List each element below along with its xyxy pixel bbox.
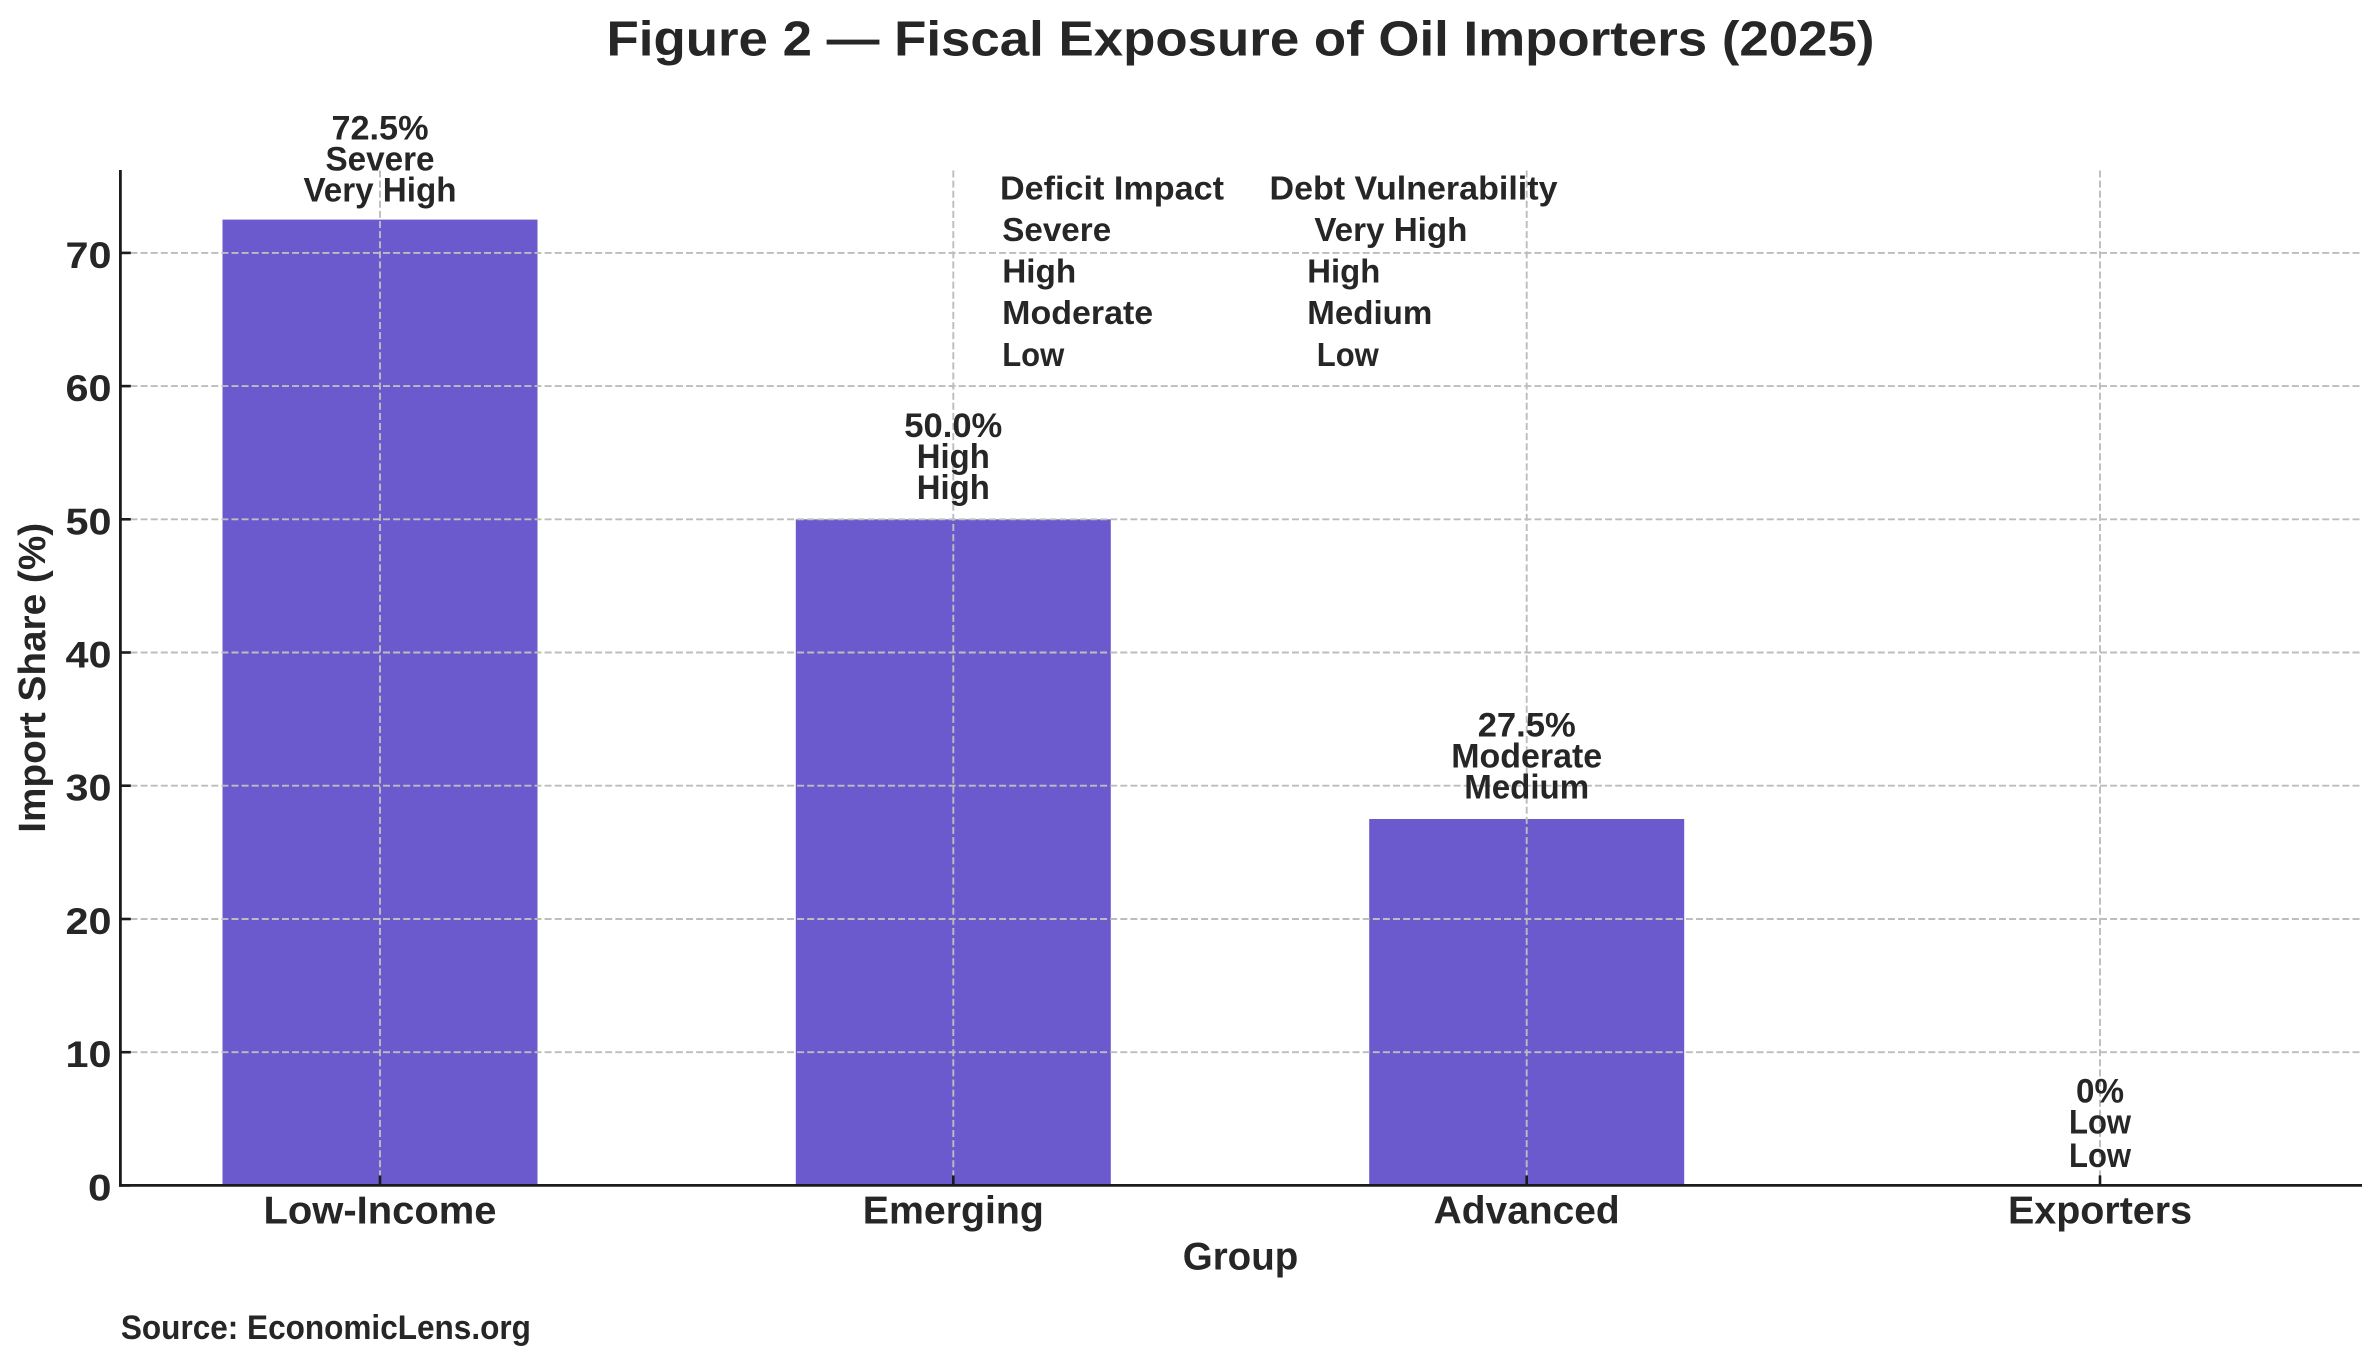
svg-text:High: High	[1002, 254, 1076, 291]
svg-text:30: 30	[66, 767, 112, 809]
svg-text:Debt Vulnerability: Debt Vulnerability	[1270, 170, 1558, 207]
svg-text:Low-Income: Low-Income	[264, 1190, 497, 1233]
svg-text:72.5%: 72.5%	[332, 109, 429, 147]
svg-text:High: High	[917, 469, 990, 507]
svg-text:20: 20	[66, 900, 112, 942]
svg-text:60: 60	[66, 367, 112, 409]
svg-text:50: 50	[66, 500, 112, 542]
svg-text:10: 10	[66, 1033, 112, 1075]
svg-text:High: High	[917, 438, 990, 476]
svg-text:Figure 2 — Fiscal Exposure of: Figure 2 — Fiscal Exposure of Oil Import…	[607, 12, 1875, 67]
svg-text:Low: Low	[1317, 337, 1380, 374]
svg-text:Low: Low	[2069, 1104, 2131, 1142]
svg-text:Deficit Impact: Deficit Impact	[1000, 170, 1224, 207]
svg-text:27.5%: 27.5%	[1478, 707, 1576, 745]
svg-text:Low: Low	[2069, 1137, 2131, 1175]
svg-text:40: 40	[66, 634, 112, 676]
svg-text:50.0%: 50.0%	[904, 407, 1002, 445]
svg-text:Emerging: Emerging	[863, 1190, 1044, 1233]
svg-text:Medium: Medium	[1464, 769, 1589, 807]
svg-text:Low: Low	[1002, 337, 1065, 374]
svg-text:Severe: Severe	[1002, 212, 1111, 249]
svg-text:Exporters: Exporters	[2008, 1190, 2192, 1233]
svg-text:Moderate: Moderate	[1451, 738, 1602, 776]
svg-text:Source: EconomicLens.org: Source: EconomicLens.org	[121, 1309, 531, 1347]
svg-text:0: 0	[88, 1166, 112, 1208]
svg-text:0%: 0%	[2076, 1073, 2124, 1111]
svg-text:Very High: Very High	[1314, 212, 1467, 249]
svg-text:Medium: Medium	[1307, 295, 1432, 332]
svg-text:70: 70	[66, 234, 112, 276]
svg-text:Very High: Very High	[304, 171, 457, 209]
svg-text:Moderate: Moderate	[1002, 295, 1153, 332]
svg-text:Severe: Severe	[326, 140, 435, 178]
svg-text:Group: Group	[1183, 1235, 1298, 1278]
svg-text:High: High	[1307, 254, 1380, 291]
svg-text:Import Share (%): Import Share (%)	[12, 523, 54, 833]
svg-text:Advanced: Advanced	[1434, 1190, 1620, 1233]
